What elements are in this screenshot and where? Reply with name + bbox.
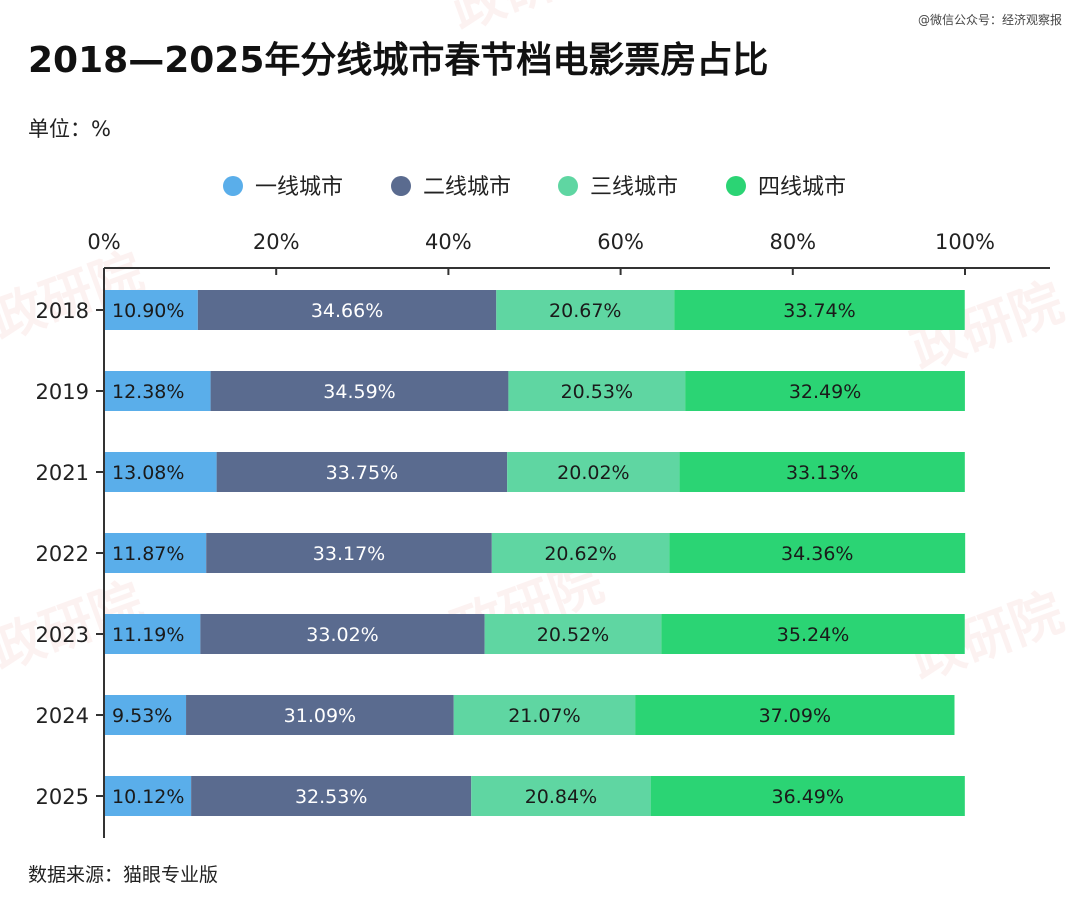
legend-item: 二线城市 <box>391 175 511 200</box>
x-tick-label: 0% <box>87 230 120 254</box>
data-label: 9.53% <box>112 705 172 727</box>
x-tick-label: 40% <box>425 230 472 254</box>
category-label: 2025 <box>36 785 89 809</box>
x-tick-label: 100% <box>935 230 995 254</box>
bar-segment <box>104 614 201 654</box>
legend-swatch <box>726 176 746 196</box>
data-label: 33.17% <box>313 543 385 565</box>
data-label: 11.19% <box>112 624 184 646</box>
data-label: 34.36% <box>781 543 853 565</box>
data-label: 11.87% <box>112 543 184 565</box>
bar-segment <box>685 371 965 411</box>
bars: 10.90% 34.66% 20.67% 33.74% 12.38% 34.59% 20.5… <box>104 290 966 816</box>
legend-label: 二线城市 <box>423 175 511 200</box>
legend-label: 四线城市 <box>758 175 846 200</box>
bar-segment <box>104 695 187 735</box>
data-label: 34.59% <box>323 381 395 403</box>
category-label: 2023 <box>36 623 89 647</box>
data-label: 20.02% <box>557 462 629 484</box>
legend: 一线城市 二线城市 三线城市 四线城市 <box>223 175 846 200</box>
data-label: 13.08% <box>112 462 184 484</box>
data-label: 33.02% <box>306 624 378 646</box>
bar-segment <box>453 695 636 735</box>
bar-segment <box>674 290 965 330</box>
bar-segment <box>186 695 454 735</box>
legend-swatch <box>223 176 243 196</box>
bar-segment <box>635 695 955 735</box>
data-label: 12.38% <box>112 381 184 403</box>
bar-segment <box>104 776 192 816</box>
data-label: 36.49% <box>772 786 844 808</box>
bar-segment <box>650 776 965 816</box>
data-label: 33.74% <box>783 300 855 322</box>
bar-row: 11.19% 33.02% 20.52% 35.24% <box>104 614 965 654</box>
bar-segment <box>191 776 472 816</box>
bar-row: 11.87% 33.17% 20.62% 34.36% <box>104 533 966 573</box>
x-tick-label: 80% <box>769 230 816 254</box>
data-label: 32.49% <box>789 381 861 403</box>
watermark-layer: 政研院政研院政研院政研院政研院政研院 <box>0 0 1071 692</box>
chart-title: 2018—2025年分线城市春节档电影票房占比 <box>28 40 768 81</box>
data-label: 20.67% <box>549 300 621 322</box>
bar-segment <box>200 614 485 654</box>
legend-label: 一线城市 <box>255 175 343 200</box>
bar-segment <box>216 452 508 492</box>
bar-segment <box>471 776 651 816</box>
bar-segment <box>104 533 207 573</box>
data-label: 10.90% <box>112 300 184 322</box>
source-text: 数据来源：猫眼专业版 <box>28 864 218 886</box>
legend-item: 四线城市 <box>726 175 846 200</box>
bar-segment <box>507 452 680 492</box>
x-tick-label: 60% <box>597 230 644 254</box>
bar-segment <box>496 290 675 330</box>
data-label: 20.62% <box>544 543 616 565</box>
bar-segment <box>484 614 662 654</box>
bar-segment <box>206 533 492 573</box>
data-label: 20.52% <box>537 624 609 646</box>
bar-segment <box>210 371 509 411</box>
bar-row: 10.90% 34.66% 20.67% 33.74% <box>104 290 965 330</box>
legend-swatch <box>558 176 578 196</box>
data-label: 10.12% <box>112 786 184 808</box>
legend-label: 三线城市 <box>590 175 678 200</box>
bar-row: 10.12% 32.53% 20.84% 36.49% <box>104 776 965 816</box>
bar-row: 13.08% 33.75% 20.02% 33.13% <box>104 452 965 492</box>
bar-segment <box>491 533 670 573</box>
bar-segment <box>508 371 686 411</box>
bar-segment <box>661 614 965 654</box>
data-label: 35.24% <box>777 624 849 646</box>
bar-segment <box>104 452 217 492</box>
legend-item: 一线城市 <box>223 175 343 200</box>
watermark-text: 政研院 <box>444 0 611 42</box>
bar-row: 12.38% 34.59% 20.53% 32.49% <box>104 371 965 411</box>
category-label: 2019 <box>36 380 89 404</box>
bar-segment <box>197 290 497 330</box>
data-label: 37.09% <box>759 705 831 727</box>
category-label: 2022 <box>36 542 89 566</box>
legend-swatch <box>391 176 411 196</box>
data-label: 33.13% <box>786 462 858 484</box>
data-label: 34.66% <box>311 300 383 322</box>
credit-text: @微信公众号：经济观察报 <box>918 12 1062 27</box>
unit-label: 单位：% <box>28 117 111 141</box>
bar-segment <box>104 290 198 330</box>
data-label: 33.75% <box>326 462 398 484</box>
bar-row: 9.53% 31.09% 21.07% 37.09% <box>104 695 955 735</box>
bar-segment <box>104 371 211 411</box>
category-label: 2018 <box>36 299 89 323</box>
y-axis: 2018 2019 2021 2022 2023 2024 2025 <box>36 268 105 838</box>
category-label: 2024 <box>36 704 89 728</box>
x-axis: 0% 20% 40% 60% 80% 100% <box>87 230 1050 275</box>
bar-segment <box>669 533 966 573</box>
data-label: 31.09% <box>284 705 356 727</box>
category-label: 2021 <box>36 461 89 485</box>
data-label: 20.53% <box>561 381 633 403</box>
bar-segment <box>679 452 965 492</box>
data-label: 21.07% <box>508 705 580 727</box>
data-label: 32.53% <box>295 786 367 808</box>
data-label: 20.84% <box>525 786 597 808</box>
x-tick-label: 20% <box>253 230 300 254</box>
legend-item: 三线城市 <box>558 175 678 200</box>
